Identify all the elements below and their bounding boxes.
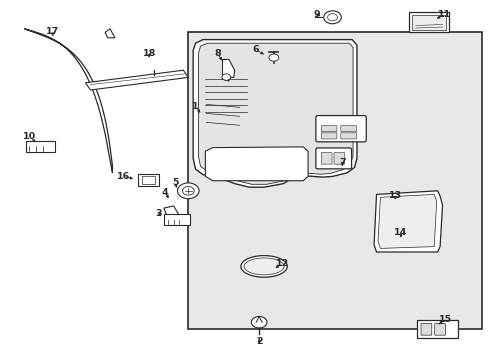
FancyBboxPatch shape: [138, 174, 159, 186]
Text: 4: 4: [162, 188, 168, 197]
FancyBboxPatch shape: [416, 320, 457, 338]
Text: 16: 16: [116, 172, 130, 181]
FancyBboxPatch shape: [333, 153, 344, 164]
FancyBboxPatch shape: [142, 176, 155, 184]
Text: 14: 14: [393, 228, 407, 237]
FancyBboxPatch shape: [411, 15, 445, 30]
FancyBboxPatch shape: [340, 126, 356, 132]
Text: 5: 5: [171, 178, 178, 187]
Text: 6: 6: [252, 45, 259, 54]
Text: 8: 8: [214, 49, 221, 58]
FancyBboxPatch shape: [321, 153, 331, 164]
Polygon shape: [193, 40, 356, 187]
Text: 1: 1: [192, 102, 199, 111]
Circle shape: [323, 11, 341, 24]
Text: 7: 7: [338, 158, 345, 167]
FancyBboxPatch shape: [340, 133, 356, 139]
Polygon shape: [85, 70, 188, 90]
FancyBboxPatch shape: [321, 126, 336, 132]
Polygon shape: [198, 43, 352, 184]
Text: 18: 18: [142, 49, 156, 58]
Text: 10: 10: [23, 132, 36, 141]
FancyBboxPatch shape: [321, 133, 336, 139]
Circle shape: [251, 316, 266, 328]
FancyBboxPatch shape: [420, 324, 431, 335]
Text: 12: 12: [275, 259, 289, 268]
FancyBboxPatch shape: [315, 148, 351, 169]
Circle shape: [182, 186, 194, 195]
Polygon shape: [377, 194, 436, 248]
Circle shape: [177, 183, 199, 199]
Text: 17: 17: [46, 27, 60, 36]
Text: 11: 11: [437, 10, 451, 19]
Circle shape: [327, 14, 337, 21]
Polygon shape: [105, 29, 115, 38]
Polygon shape: [163, 206, 178, 218]
Polygon shape: [205, 147, 307, 181]
FancyBboxPatch shape: [164, 214, 189, 225]
FancyBboxPatch shape: [26, 141, 55, 152]
Text: 15: 15: [439, 315, 451, 324]
Text: 3: 3: [155, 209, 162, 218]
Text: 9: 9: [313, 10, 320, 19]
Text: 2: 2: [255, 338, 262, 346]
Ellipse shape: [244, 258, 284, 275]
Polygon shape: [24, 29, 112, 173]
FancyBboxPatch shape: [408, 12, 448, 32]
FancyBboxPatch shape: [434, 324, 445, 335]
Ellipse shape: [241, 256, 287, 277]
Polygon shape: [373, 191, 442, 252]
Circle shape: [222, 74, 230, 80]
FancyBboxPatch shape: [315, 116, 366, 142]
Polygon shape: [222, 59, 234, 81]
Bar: [188, 32, 481, 329]
Circle shape: [268, 54, 278, 61]
Text: 13: 13: [388, 191, 401, 199]
